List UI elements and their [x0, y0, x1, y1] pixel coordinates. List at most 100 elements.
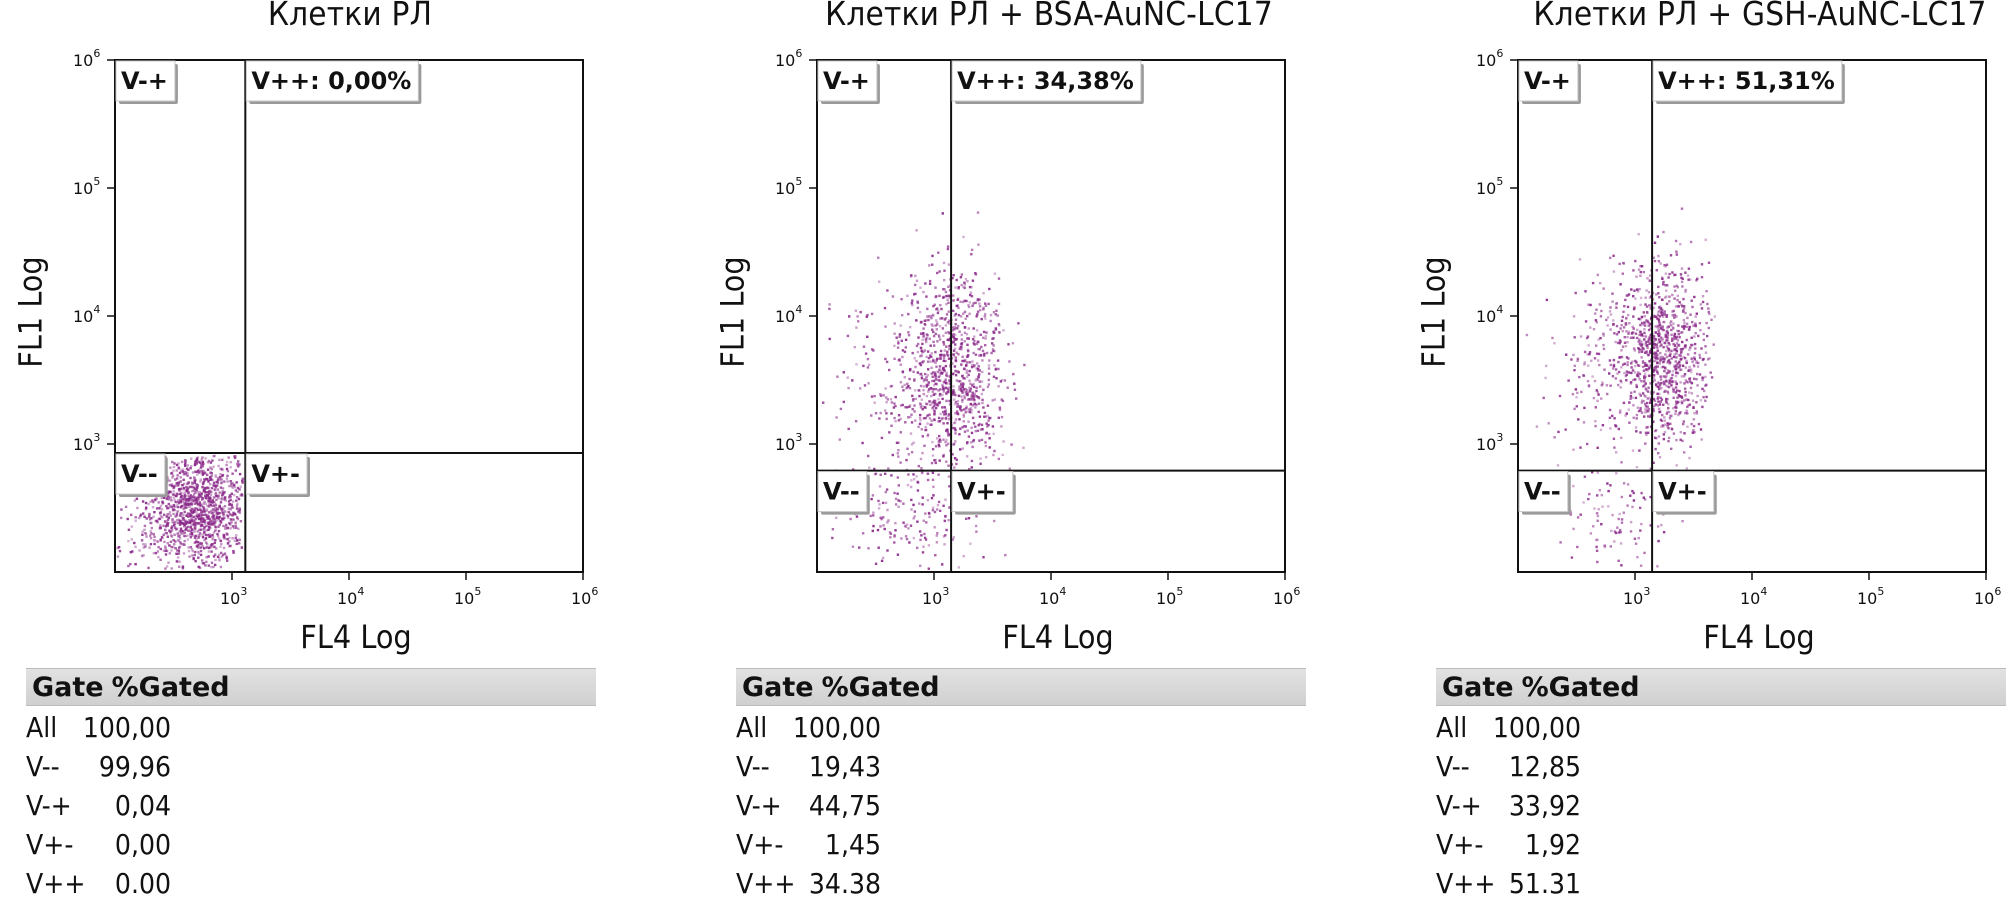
- data-point: [1611, 513, 1614, 517]
- data-point: [177, 518, 180, 521]
- data-point: [946, 245, 950, 248]
- data-point: [165, 565, 169, 568]
- data-point: [1693, 365, 1696, 368]
- data-point: [992, 432, 995, 435]
- data-point: [1657, 292, 1660, 295]
- data-point: [1596, 538, 1599, 541]
- data-point: [1640, 265, 1644, 268]
- data-point: [901, 349, 905, 352]
- data-point: [1638, 350, 1641, 353]
- data-point: [945, 429, 948, 432]
- gate-name: V--: [736, 750, 770, 783]
- data-point: [873, 401, 876, 404]
- data-point: [1659, 378, 1663, 381]
- data-point: [1649, 350, 1652, 353]
- data-point: [183, 523, 186, 526]
- data-point: [233, 485, 236, 489]
- data-point: [1664, 389, 1667, 393]
- y-tick-label: 106: [775, 47, 802, 70]
- data-point: [127, 540, 130, 543]
- plot-frame: [816, 59, 1286, 573]
- data-point: [1675, 284, 1678, 287]
- data-point: [1640, 350, 1644, 353]
- data-point: [206, 461, 210, 464]
- data-point: [965, 369, 968, 372]
- data-point: [162, 524, 165, 527]
- data-point: [873, 467, 876, 471]
- data-point: [227, 510, 230, 514]
- data-point: [183, 482, 186, 486]
- data-point: [1675, 438, 1678, 442]
- data-point: [1626, 504, 1629, 507]
- data-point: [982, 306, 985, 309]
- data-point: [1656, 353, 1660, 356]
- data-point: [176, 473, 179, 477]
- data-point: [1654, 429, 1657, 433]
- data-point: [938, 368, 941, 372]
- data-point: [921, 551, 925, 554]
- data-point: [901, 370, 904, 374]
- data-point: [174, 515, 177, 518]
- data-point: [175, 514, 179, 517]
- data-point: [1652, 367, 1655, 370]
- quadrant-label: V--: [1518, 471, 1571, 515]
- data-point: [910, 302, 914, 305]
- data-point: [1640, 321, 1644, 325]
- data-point: [854, 309, 858, 312]
- data-point: [1642, 496, 1645, 499]
- data-point: [156, 521, 159, 524]
- data-point: [196, 515, 199, 518]
- data-point: [853, 346, 856, 349]
- data-point: [1603, 368, 1606, 371]
- data-point: [924, 282, 927, 285]
- data-point: [189, 467, 192, 470]
- gated-percent: 1,92: [1524, 828, 1581, 861]
- data-point: [932, 371, 935, 374]
- data-point: [1646, 311, 1649, 315]
- data-point: [173, 543, 176, 546]
- data-point: [925, 521, 928, 524]
- data-point: [902, 389, 905, 392]
- data-point: [1678, 336, 1681, 339]
- data-point: [923, 323, 926, 326]
- data-point: [1663, 366, 1667, 369]
- data-point: [924, 512, 927, 515]
- data-point: [1644, 402, 1647, 406]
- data-point: [1662, 346, 1665, 349]
- data-point: [933, 373, 937, 377]
- data-point: [142, 543, 145, 546]
- data-point: [215, 519, 218, 522]
- data-point: [1636, 328, 1639, 332]
- data-point: [976, 211, 980, 214]
- data-point: [1525, 333, 1529, 337]
- data-point: [1636, 406, 1639, 409]
- data-point: [951, 276, 954, 280]
- data-point: [982, 330, 986, 334]
- data-point: [1652, 298, 1655, 301]
- data-point: [976, 340, 979, 343]
- data-point: [186, 525, 190, 529]
- data-point: [1583, 475, 1587, 478]
- data-point: [900, 339, 903, 342]
- data-point: [1655, 343, 1658, 346]
- data-point: [1645, 305, 1649, 308]
- data-point: [963, 430, 967, 433]
- data-point: [201, 533, 204, 536]
- data-point: [133, 541, 136, 545]
- data-point: [893, 535, 896, 538]
- data-point: [1658, 384, 1662, 387]
- data-point: [197, 550, 200, 554]
- data-point: [186, 505, 190, 508]
- data-point: [1679, 411, 1682, 414]
- data-point: [937, 375, 940, 379]
- data-point: [223, 516, 226, 519]
- data-point: [927, 381, 930, 384]
- data-point: [210, 474, 213, 478]
- data-point: [928, 515, 931, 519]
- data-point: [879, 525, 882, 528]
- data-point: [1600, 397, 1603, 400]
- data-point: [967, 304, 970, 307]
- table-row: All 100,00: [1436, 708, 1581, 747]
- data-point: [194, 523, 198, 526]
- data-point: [1633, 390, 1636, 393]
